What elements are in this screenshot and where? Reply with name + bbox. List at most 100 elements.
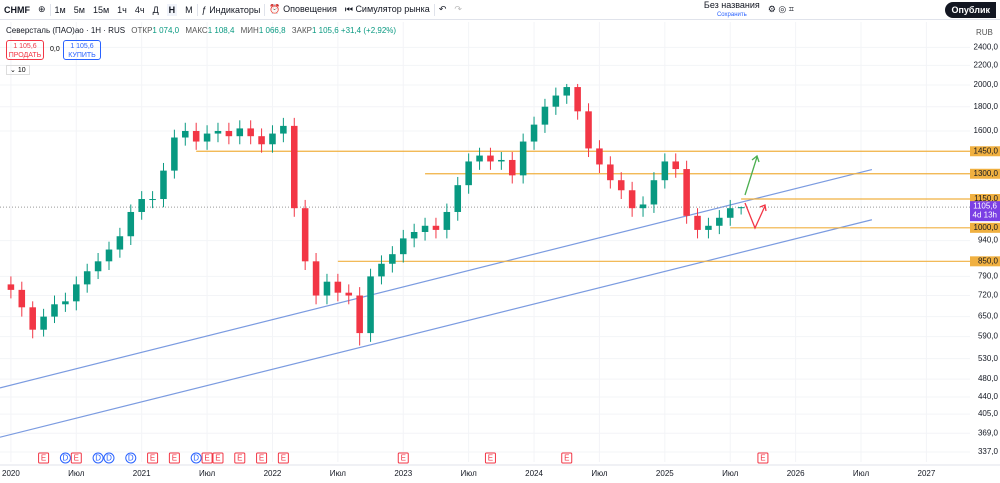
y-tick-label: 590,0 [978, 332, 999, 341]
event-icon [70, 452, 82, 464]
level-label: 1000,0 [974, 223, 999, 232]
candle-body [138, 199, 145, 212]
x-tick-label: 2025 [656, 469, 674, 478]
candle-body [323, 281, 331, 296]
event-label: D [63, 454, 69, 463]
candle-body [214, 130, 222, 134]
event-label: E [401, 454, 406, 463]
toolbar: CHMF ⊕ 1м 5м 15м 1ч 4ч Д Н М ƒ Индикаторы ⏰ Опо… [0, 0, 1000, 20]
y-tick-label: 650,0 [978, 312, 999, 321]
event-icon [757, 452, 769, 464]
add[interactable]: ⊕ [38, 4, 46, 14]
candle-body [737, 207, 745, 209]
high: 1 108,4 [207, 26, 235, 35]
interval[interactable]: 1ч [117, 4, 127, 15]
event-label: E [564, 454, 569, 463]
candle-body [694, 215, 701, 230]
currency: RUB [976, 28, 993, 37]
candle-body [334, 281, 342, 293]
candle-body [116, 236, 124, 250]
y-tick-label: 2000,0 [974, 80, 999, 89]
candle-body [421, 225, 429, 232]
candle-body [585, 111, 592, 149]
x-tick-label: Июл [591, 469, 608, 478]
candle-body [225, 130, 233, 137]
interval[interactable]: М [185, 4, 193, 15]
open-label: ОТКР [131, 26, 153, 35]
interval[interactable]: Н [166, 3, 178, 16]
event-label: E [150, 454, 155, 463]
change: +31,4 (+2,92%) [340, 26, 397, 35]
legend: Северсталь (ПАО)ао · 1Н · RUS ОТКР1 074,… [6, 26, 396, 35]
level-label-bg [970, 146, 1000, 157]
trend-line [0, 168, 873, 389]
candle-body [716, 217, 723, 226]
candle-body [127, 211, 135, 237]
candle-body [683, 169, 690, 216]
level-label: 1150,0 [974, 194, 998, 203]
undo[interactable]: ↶ [438, 4, 447, 14]
y-tick-label: 1600,0 [974, 126, 999, 135]
replay[interactable]: ⏮ Симулятор рынка [344, 4, 430, 14]
publish[interactable]: Опублик [945, 2, 996, 18]
y-tick-label: 720,0 [978, 291, 999, 300]
y-tick-label: 2200,0 [974, 60, 999, 69]
candle-body [389, 254, 396, 264]
x-tick-label: 2026 [787, 469, 805, 478]
buy-button[interactable]: 1 105,6 КУПИТЬ [63, 40, 101, 60]
interval[interactable]: 5м [73, 4, 85, 15]
x-tick-label: Июл [722, 469, 739, 478]
event-icon [103, 452, 115, 464]
indicator-count[interactable]: ⌄ 10 [6, 65, 30, 75]
y-tick-label: 2400,0 [974, 43, 999, 52]
event-label: D [106, 454, 112, 463]
x-tick-label: 2021 [133, 469, 151, 478]
alerts[interactable]: ⏰ Оповещения [269, 4, 337, 14]
event-label: E [281, 454, 286, 463]
sell-button[interactable]: 1 105,6 ПРОДАТЬ [6, 40, 44, 60]
event-label: E [41, 454, 46, 463]
candle-body [367, 276, 374, 334]
y-tick-label: 790,0 [978, 272, 999, 281]
x-tick-label: 2022 [264, 469, 282, 478]
y-tick-label: 480,0 [978, 374, 999, 383]
redo[interactable]: ↷ [454, 4, 462, 14]
layout[interactable]: Без названия Сохранить [703, 0, 760, 18]
event-label: D [193, 454, 199, 463]
low-label: МИН [240, 26, 259, 35]
candle-body [291, 125, 298, 209]
symbol[interactable]: CHMF [4, 4, 30, 15]
indicators[interactable]: ƒ Индикаторы [201, 4, 261, 15]
candle-body [454, 185, 462, 212]
sell-price: 1 105,6 [13, 43, 37, 50]
sell-label: ПРОДАТЬ [8, 52, 42, 59]
open: 1 074,0 [152, 26, 180, 35]
interval[interactable]: Д [152, 4, 159, 15]
candle-body [519, 141, 527, 176]
settings[interactable]: ⚙ ◎ ⌗ [767, 4, 794, 14]
level-label: 850,0 [978, 256, 999, 265]
candle-body [672, 161, 679, 170]
candle-body [607, 164, 614, 181]
candle-body [182, 130, 189, 138]
down-arrow [744, 202, 767, 230]
candle-body [378, 263, 385, 277]
high-label: МАКС [185, 26, 208, 35]
interval[interactable]: 4ч [134, 4, 145, 15]
candle-body [617, 180, 625, 191]
candle-body [105, 249, 113, 262]
candle-body [508, 159, 516, 176]
candle-body [258, 136, 265, 145]
candle-body [487, 155, 494, 162]
candle-body [399, 238, 407, 255]
candle-body [563, 87, 571, 96]
candle-body [574, 87, 581, 112]
event-label: E [488, 454, 493, 463]
price-axis [970, 21, 1000, 483]
event-icon [147, 452, 159, 464]
candle-body [628, 190, 636, 209]
candle-body [541, 106, 549, 125]
interval[interactable]: 1м [54, 4, 66, 15]
interval[interactable]: 15м [92, 4, 110, 15]
